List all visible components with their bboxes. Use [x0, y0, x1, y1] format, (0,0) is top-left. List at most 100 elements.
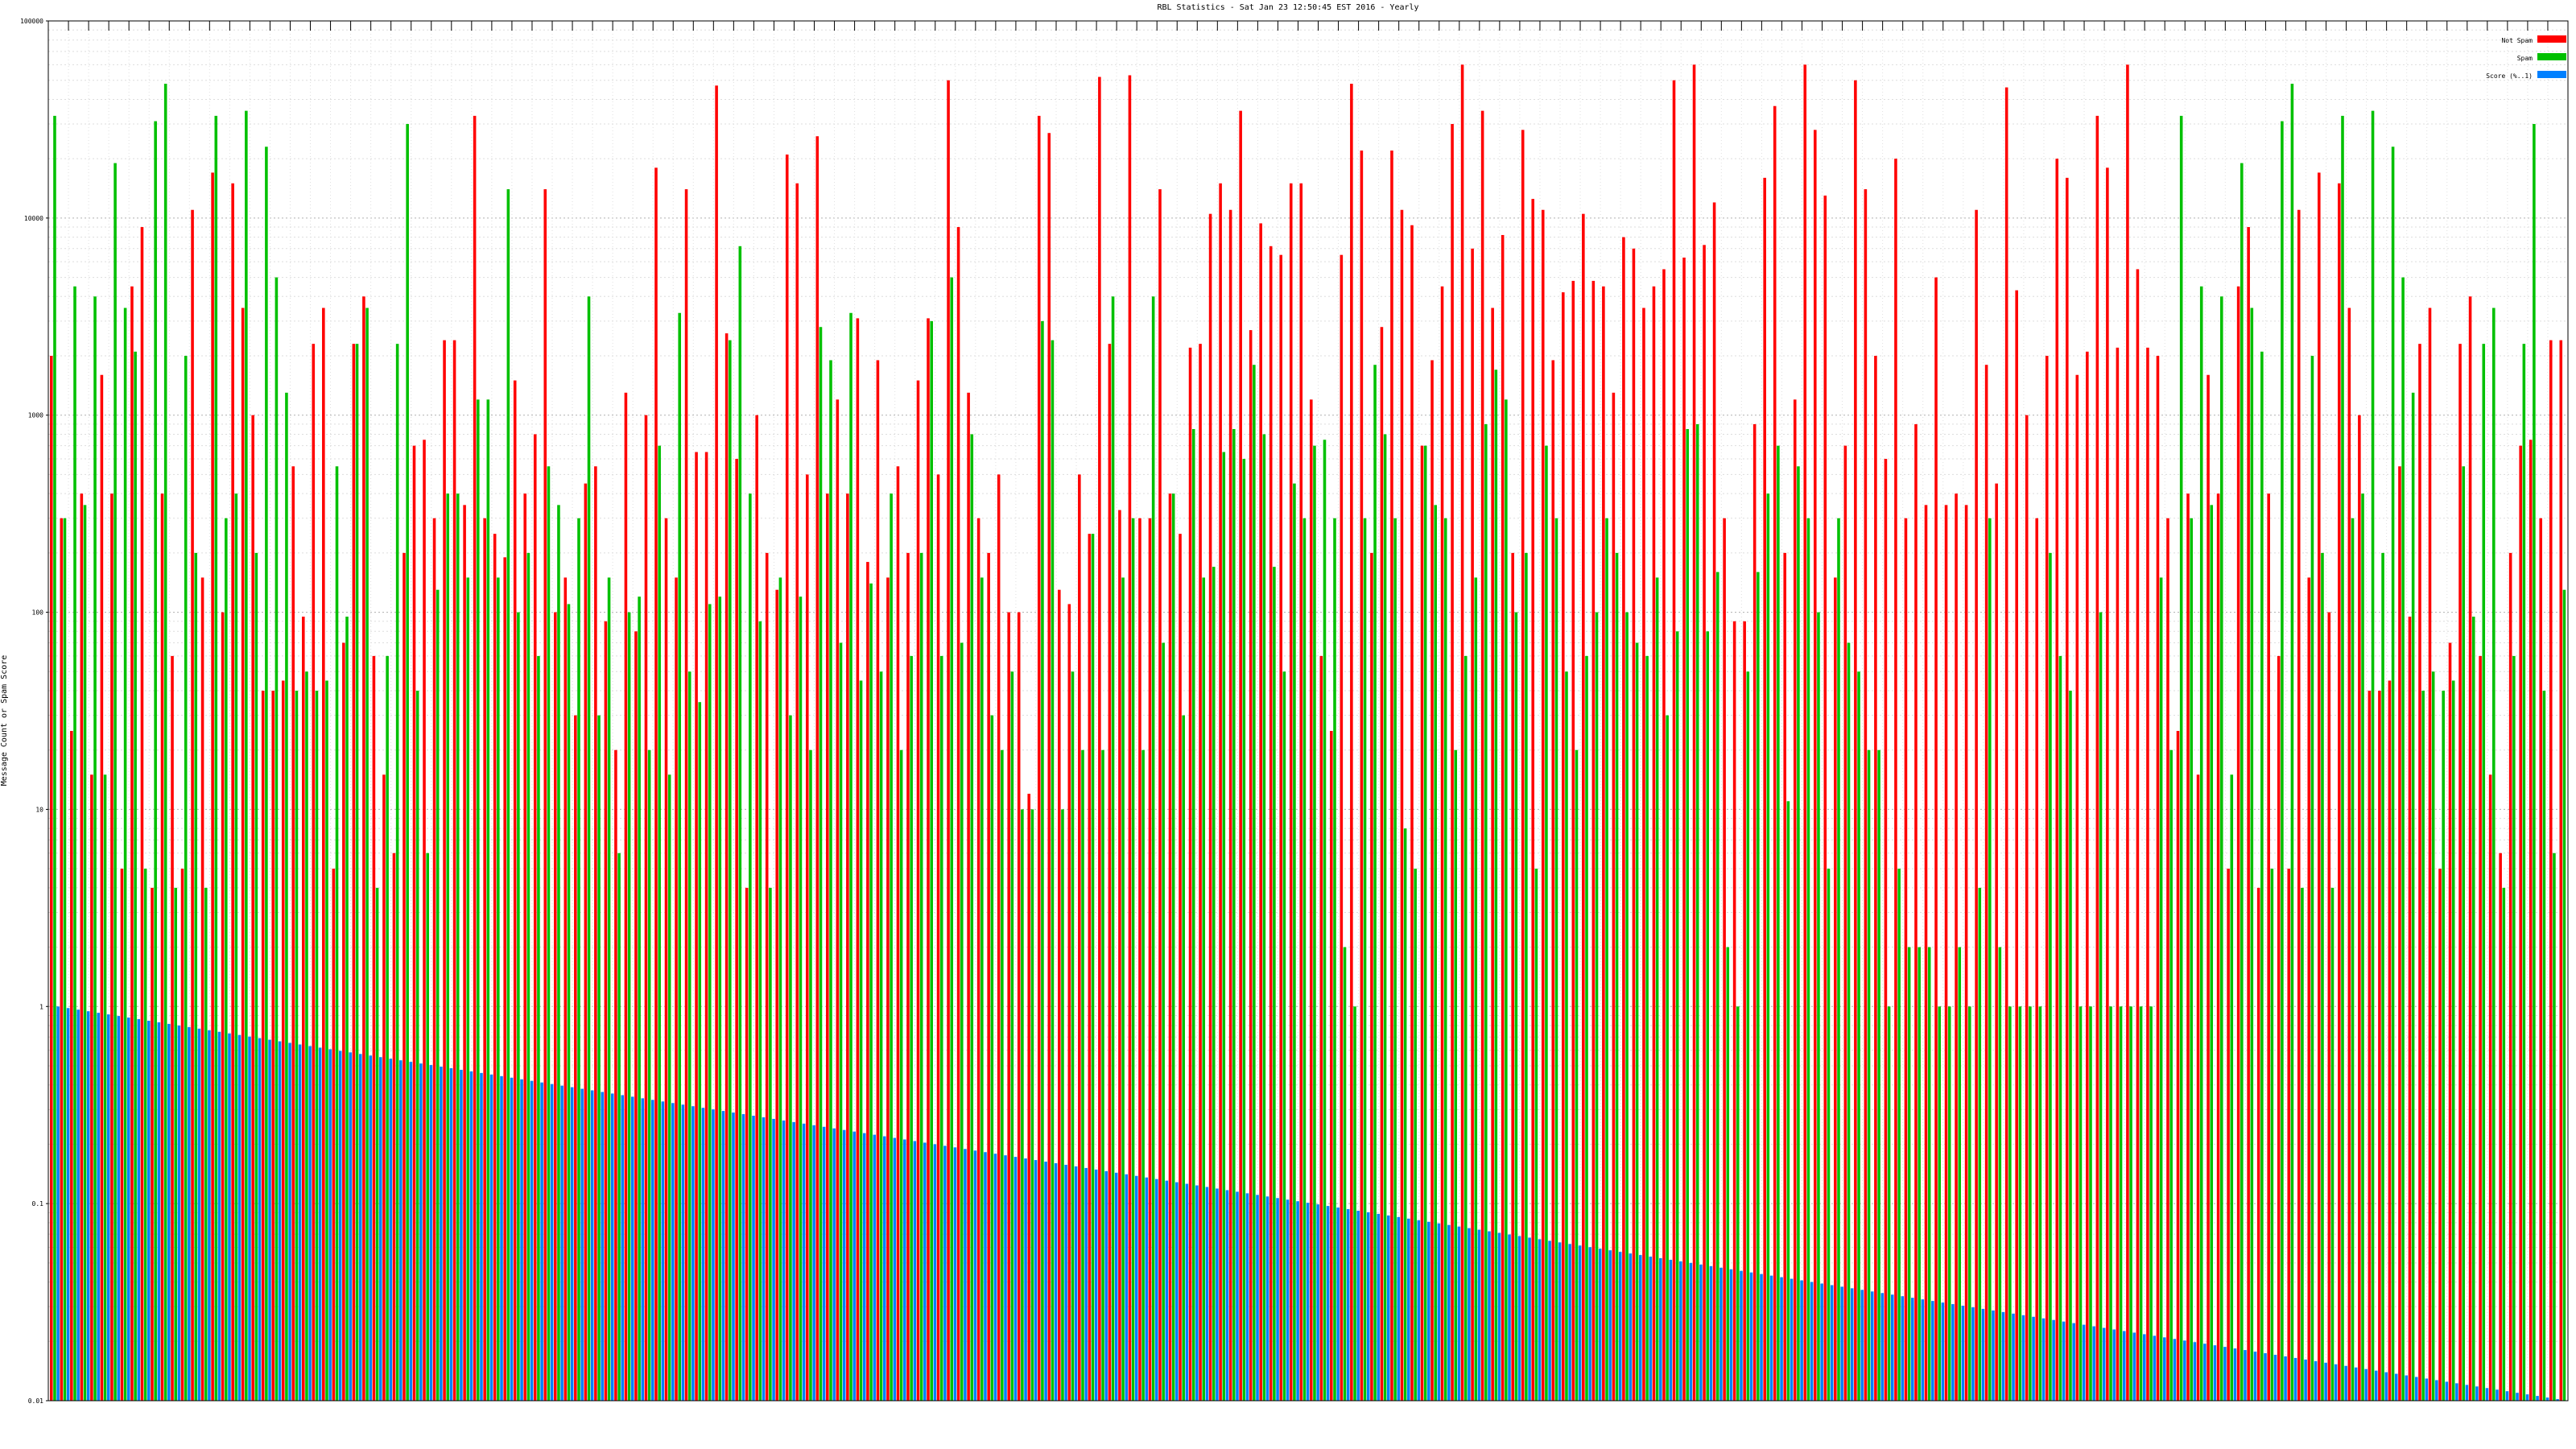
bar-score	[782, 1120, 786, 1401]
bar-spam	[2250, 308, 2254, 1401]
bar-spam	[1182, 715, 1185, 1401]
bar-spam	[1897, 869, 1901, 1401]
bar-score	[2253, 1352, 2257, 1401]
bar-not-spam	[533, 434, 537, 1402]
bar-score	[2344, 1365, 2347, 1401]
bar-spam	[526, 552, 530, 1401]
bar-not-spam	[806, 474, 809, 1402]
bar-score	[2505, 1391, 2509, 1401]
bar-spam	[869, 583, 873, 1401]
bar-spam	[607, 577, 611, 1401]
bar-score	[752, 1115, 755, 1401]
bar-not-spam	[221, 612, 225, 1401]
bar-spam	[758, 621, 762, 1401]
bar-not-spam	[2549, 340, 2553, 1402]
bar-spam	[2230, 774, 2234, 1401]
bar-spam	[2542, 691, 2546, 1401]
bar-not-spam	[2015, 290, 2018, 1402]
bar-score	[2536, 1396, 2539, 1401]
bar-spam	[2401, 277, 2405, 1401]
bar-spam	[1403, 828, 1407, 1401]
bar-not-spam	[412, 445, 416, 1402]
legend: Not Spam Spam Score (%..1)	[2486, 35, 2566, 80]
bar-not-spam	[2438, 869, 2442, 1401]
bar-spam	[1847, 642, 1851, 1401]
bar-spam	[355, 344, 359, 1402]
y-tick-label: 1000	[28, 412, 43, 419]
bar-spam	[2411, 392, 2415, 1401]
bar-not-spam	[2236, 286, 2240, 1402]
bar-not-spam	[2347, 308, 2351, 1401]
bar-not-spam	[1330, 730, 1333, 1401]
bar-not-spam	[241, 308, 245, 1401]
bar-spam	[2310, 356, 2314, 1402]
bar-score	[308, 1046, 312, 1401]
bar-score	[1749, 1272, 1753, 1401]
bar-spam	[1051, 340, 1055, 1402]
bar-score	[1407, 1218, 1410, 1401]
bar-spam	[1585, 655, 1588, 1401]
bar-score	[2314, 1360, 2318, 1401]
bar-spam	[2199, 286, 2203, 1402]
bar-spam	[2049, 552, 2052, 1401]
bar-score	[923, 1142, 927, 1401]
bar-score	[1155, 1179, 1158, 1401]
bar-score	[1608, 1250, 1612, 1401]
bar-spam	[2482, 344, 2486, 1402]
bar-score	[2425, 1378, 2429, 1401]
bar-not-spam	[1239, 110, 1242, 1402]
bar-spam	[497, 577, 500, 1401]
bar-score	[419, 1063, 423, 1401]
bar-score	[1951, 1304, 1955, 1401]
bar-not-spam	[1975, 209, 1978, 1401]
bar-spam	[204, 887, 208, 1401]
bar-spam	[2260, 351, 2264, 1401]
bar-spam	[1191, 428, 1195, 1401]
bar-spam	[83, 505, 87, 1401]
bar-not-spam	[1571, 280, 1575, 1402]
bar-spam	[1333, 518, 1336, 1401]
bar-not-spam	[2499, 852, 2502, 1401]
y-tick-label: 0.01	[28, 1397, 43, 1405]
bar-not-spam	[493, 534, 497, 1401]
bar-spam	[1373, 365, 1377, 1401]
bar-not-spam	[1541, 209, 1545, 1401]
bar-score	[993, 1154, 997, 1401]
bar-score	[2445, 1381, 2449, 1401]
bar-spam	[960, 642, 964, 1401]
bar-spam	[1554, 518, 1558, 1401]
bar-spam	[2029, 1006, 2032, 1401]
bar-spam	[2371, 110, 2375, 1402]
bar-spam	[1857, 671, 1860, 1401]
bar-not-spam	[110, 493, 114, 1401]
bar-not-spam	[554, 612, 557, 1401]
bar-spam	[1273, 567, 1276, 1402]
bar-not-spam	[281, 680, 285, 1401]
bar-score	[66, 1008, 70, 1401]
bar-spam	[1867, 749, 1871, 1401]
bar-score	[2435, 1380, 2438, 1401]
bar-score	[1447, 1224, 1451, 1401]
bar-spam	[2119, 1006, 2123, 1401]
bar-score	[1468, 1228, 1471, 1401]
bar-spam	[1212, 567, 1216, 1402]
bar-spam	[1141, 749, 1145, 1401]
bar-score	[2153, 1335, 2157, 1401]
bar-spam	[1071, 671, 1075, 1401]
bar-spam	[2281, 121, 2284, 1402]
bar-score	[1517, 1236, 1521, 1401]
bar-not-spam	[976, 518, 980, 1401]
bar-spam	[2471, 617, 2475, 1401]
bar-not-spam	[180, 869, 184, 1401]
bar-spam	[1434, 505, 1437, 1401]
bar-not-spam	[302, 617, 305, 1401]
bar-spam	[234, 493, 238, 1401]
bar-spam	[2109, 1006, 2112, 1401]
bar-score	[1740, 1270, 1743, 1401]
bar-not-spam	[1491, 308, 1494, 1401]
bar-not-spam	[452, 340, 456, 1402]
bar-score	[349, 1052, 352, 1401]
bar-not-spam	[2186, 493, 2190, 1401]
bar-score	[2475, 1386, 2479, 1401]
bar-score	[1205, 1187, 1209, 1401]
